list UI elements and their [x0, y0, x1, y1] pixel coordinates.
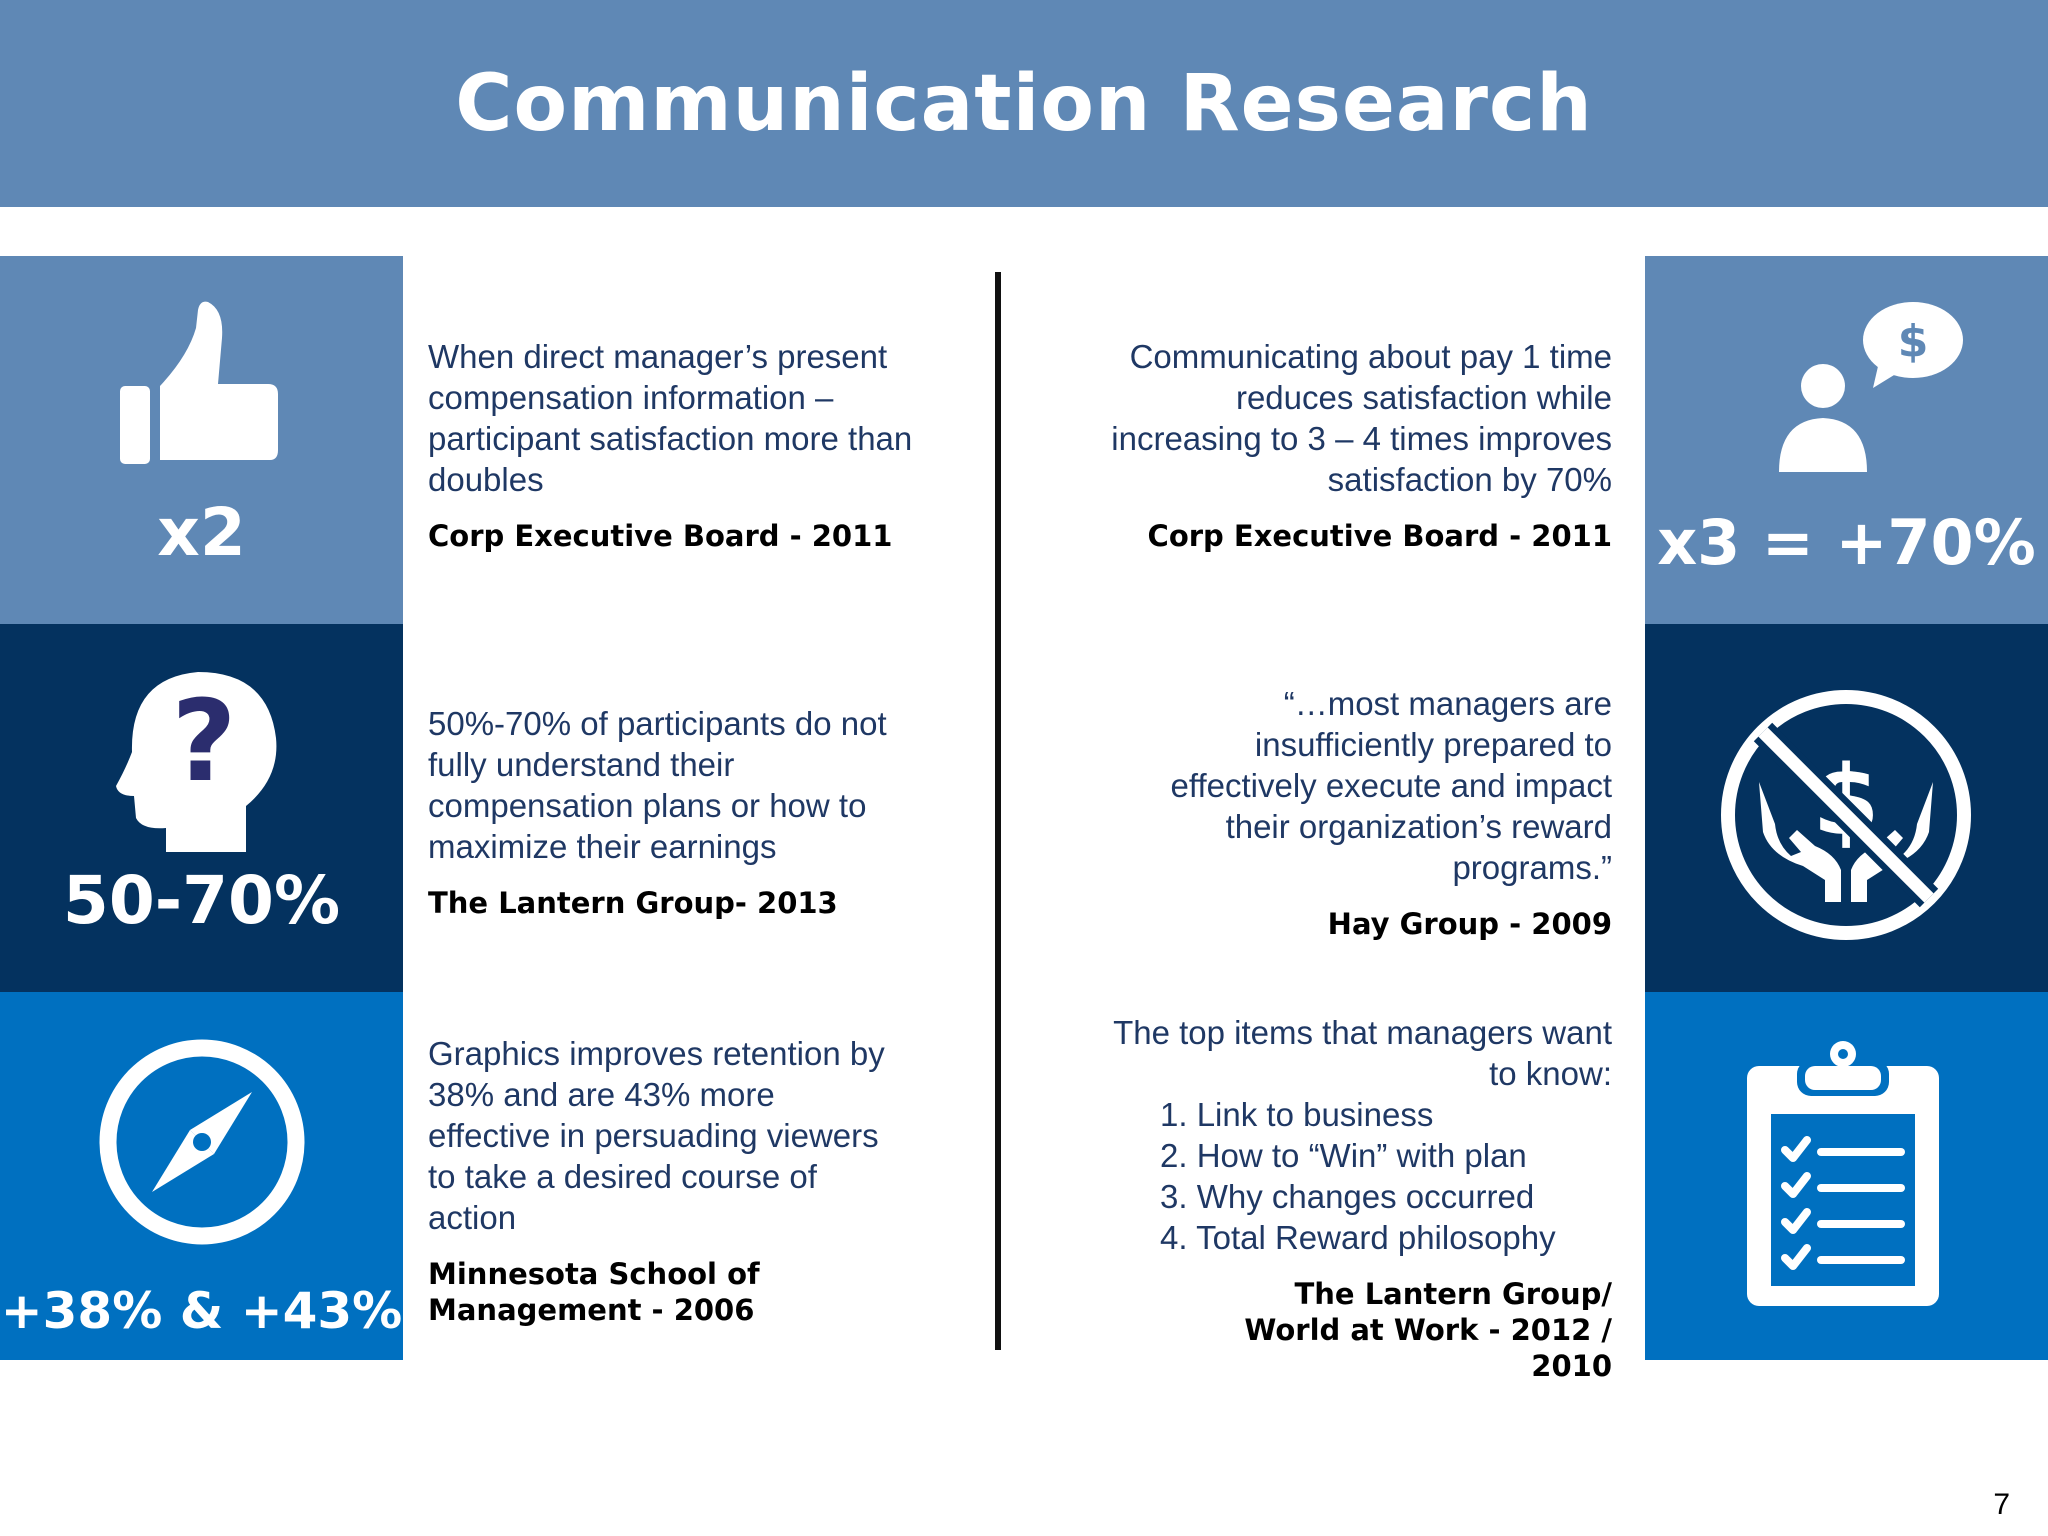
source-text: The Lantern Group- 2013 — [428, 886, 838, 920]
statement-text: When direct manager’s present compensati… — [428, 338, 913, 498]
list-item: 3. Why changes occurred — [1160, 1178, 1535, 1215]
text-satisfaction-doubles: When direct manager’s present compensati… — [428, 336, 948, 554]
tile-manager-wants — [1645, 992, 2048, 1360]
statement-text: The top items that managers want to know… — [1113, 1014, 1612, 1092]
source-text: Corp Executive Board - 2011 — [1147, 519, 1612, 553]
clipboard-checklist-icon — [1747, 1041, 1939, 1306]
tile-satisfaction-doubles: x2 — [0, 256, 403, 624]
person-dollar-speech-icon: $ — [1779, 302, 1963, 472]
head-question-icon: ? — [116, 672, 277, 852]
center-divider — [995, 272, 1001, 1350]
source-text: Hay Group - 2009 — [1327, 907, 1612, 941]
text-understanding: 50%-70% of participants do not fully und… — [428, 703, 948, 921]
source-text: The Lantern Group/ World at Work - 2012 … — [1244, 1277, 1612, 1383]
source-text: Minnesota School of Management - 2006 — [428, 1257, 760, 1327]
source-text: Corp Executive Board - 2011 — [428, 519, 893, 553]
list-item: 1. Link to business — [1160, 1096, 1434, 1133]
text-pay-frequency: Communicating about pay 1 time reduces s… — [1092, 336, 1612, 554]
tile-pay-frequency: $ x3 = +70% — [1645, 256, 2048, 624]
page-number: 7 — [1993, 1488, 2010, 1521]
svg-text:?: ? — [172, 677, 237, 807]
text-manager-wants: The top items that managers want to know… — [1092, 1012, 1612, 1384]
page-title: Communication Research — [455, 58, 1593, 149]
statement-text: 50%-70% of participants do not fully und… — [428, 705, 887, 865]
stat-x2: x2 — [157, 494, 246, 571]
stat-38-43: +38% & +43% — [0, 1282, 403, 1340]
text-managers-prepared: “…most managers are insufficiently prepa… — [1132, 683, 1612, 942]
tile-graphics-retention: +38% & +43% — [0, 992, 403, 1360]
statement-text: Communicating about pay 1 time reduces s… — [1111, 338, 1612, 498]
list-item: 4. Total Reward philosophy — [1160, 1219, 1556, 1256]
list-item: 2. How to “Win” with plan — [1160, 1137, 1527, 1174]
no-money-hands-icon: $ — [1721, 690, 1971, 940]
manager-wants-list: 1. Link to business 2. How to “Win” with… — [1092, 1094, 1612, 1258]
text-graphics-retention: Graphics improves retention by 38% and a… — [428, 1033, 888, 1328]
stat-50-70: 50-70% — [62, 862, 341, 939]
quote-text: “…most managers are insufficiently prepa… — [1170, 685, 1612, 886]
statement-text: Graphics improves retention by 38% and a… — [428, 1035, 885, 1236]
svg-text:$: $ — [1898, 316, 1929, 367]
stat-x3-70: x3 = +70% — [1657, 506, 2036, 579]
header-banner: Communication Research — [0, 0, 2048, 207]
compass-icon — [99, 1039, 305, 1245]
thumbs-up-icon — [120, 301, 278, 464]
tile-managers-prepared: $ — [1645, 624, 2048, 992]
tile-understanding: ? 50-70% — [0, 624, 403, 992]
